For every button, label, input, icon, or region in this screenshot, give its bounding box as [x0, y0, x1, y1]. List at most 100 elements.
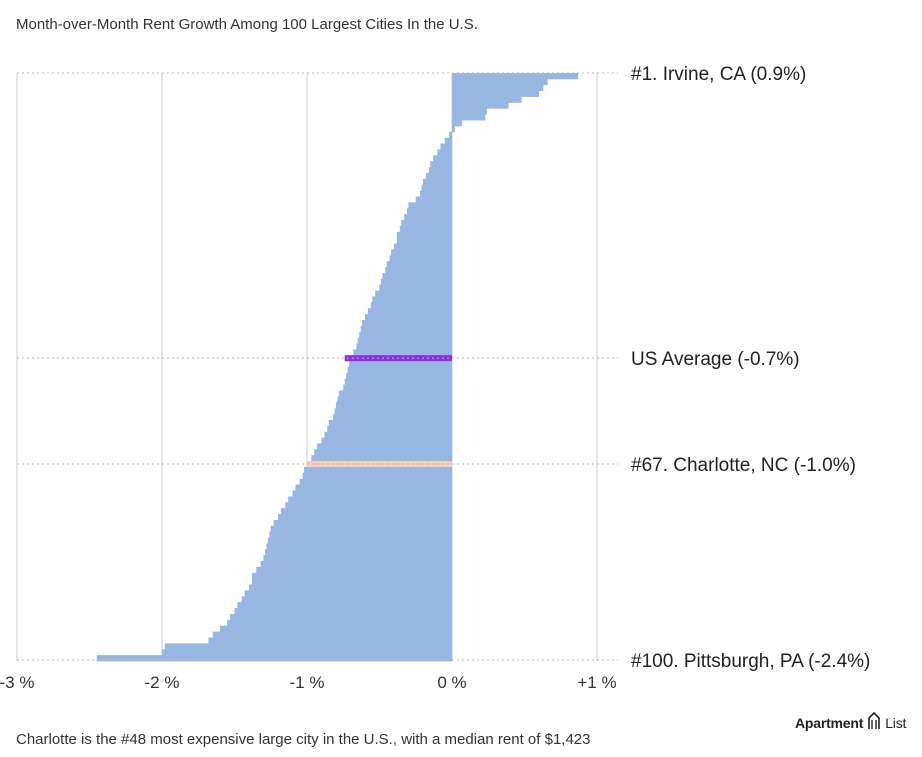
bar — [365, 314, 452, 321]
bar — [321, 437, 452, 444]
bar — [357, 337, 452, 344]
bar — [264, 549, 452, 556]
bar — [375, 290, 452, 297]
bar — [328, 419, 452, 427]
highlight-bar — [307, 461, 452, 468]
bar — [380, 278, 452, 286]
bar — [356, 343, 452, 350]
bar — [285, 502, 452, 509]
bar — [164, 643, 452, 650]
bar — [452, 102, 509, 109]
bar — [208, 637, 452, 644]
chart-title: Month-over-Month Rent Growth Among 100 L… — [16, 16, 478, 33]
bar — [452, 84, 544, 92]
annotation-label: #1. Irvine, CA (0.9%) — [631, 64, 806, 85]
bar — [359, 331, 452, 338]
bar — [382, 272, 452, 280]
annotation-label: US Average (-0.7%) — [631, 349, 800, 370]
bar — [266, 543, 452, 550]
bar — [399, 225, 452, 233]
bar — [428, 167, 452, 174]
bar — [394, 243, 452, 250]
bar — [251, 572, 452, 580]
bar — [336, 402, 452, 409]
brand-name-light: List — [885, 714, 907, 731]
bar — [452, 120, 463, 127]
bar — [430, 161, 452, 168]
bar — [386, 261, 452, 268]
bar — [269, 531, 452, 538]
bar — [437, 149, 452, 156]
bar — [324, 431, 452, 438]
bar — [349, 361, 452, 368]
bar — [162, 649, 452, 656]
bar — [367, 308, 452, 315]
bar — [338, 390, 452, 397]
bar — [241, 596, 452, 603]
bar — [362, 319, 452, 327]
bar — [389, 255, 452, 262]
bar — [327, 425, 452, 433]
bar — [452, 90, 539, 97]
bar — [401, 220, 452, 227]
bar — [249, 584, 452, 591]
bar — [379, 284, 452, 291]
bar — [278, 514, 452, 521]
bar — [420, 190, 452, 197]
bar — [220, 625, 452, 632]
footer-note: Charlotte is the #48 most expensive larg… — [16, 731, 591, 748]
bar — [440, 143, 452, 150]
bar — [256, 566, 452, 574]
bar — [415, 196, 452, 203]
bar — [251, 578, 452, 585]
bar — [267, 537, 452, 544]
bar — [452, 114, 486, 121]
bar — [311, 455, 452, 462]
bar — [347, 367, 452, 374]
bar — [452, 108, 487, 115]
bar — [452, 96, 522, 103]
bar — [385, 267, 452, 274]
bar — [334, 408, 452, 415]
bar — [344, 378, 452, 386]
bar — [273, 519, 452, 527]
annotation-label: #100. Pittsburgh, PA (-2.4%) — [631, 651, 870, 672]
bar — [346, 372, 452, 380]
bar — [295, 484, 452, 491]
bar — [333, 414, 452, 421]
bar — [234, 608, 452, 615]
bar — [280, 508, 452, 515]
bar — [372, 296, 452, 303]
bar — [263, 555, 452, 562]
bar — [404, 214, 452, 221]
bar — [396, 237, 452, 244]
x-tick-label: -3 % — [0, 673, 34, 692]
bar — [302, 472, 452, 480]
annotation-label: #67. Charlotte, NC (-1.0%) — [631, 455, 856, 476]
bar — [227, 619, 452, 627]
bar — [452, 73, 579, 80]
bar — [452, 125, 455, 133]
bar — [244, 590, 452, 597]
bar — [408, 202, 452, 209]
bar — [407, 208, 452, 215]
bar — [391, 249, 452, 256]
bar — [343, 384, 452, 391]
bar — [260, 561, 452, 568]
bar — [212, 631, 452, 638]
x-tick-label: -1 % — [290, 673, 325, 692]
x-tick-label: -2 % — [145, 673, 180, 692]
bar — [288, 496, 452, 503]
bar — [396, 231, 452, 239]
x-tick-label: 0 % — [437, 673, 466, 692]
building-icon — [866, 711, 882, 733]
bar — [421, 184, 452, 191]
bar — [337, 396, 452, 403]
brand-name-bold: Apartment — [795, 714, 864, 731]
bar — [230, 613, 452, 621]
bar — [353, 349, 452, 356]
bar — [314, 449, 452, 456]
bar — [444, 137, 452, 144]
bar — [270, 525, 452, 533]
